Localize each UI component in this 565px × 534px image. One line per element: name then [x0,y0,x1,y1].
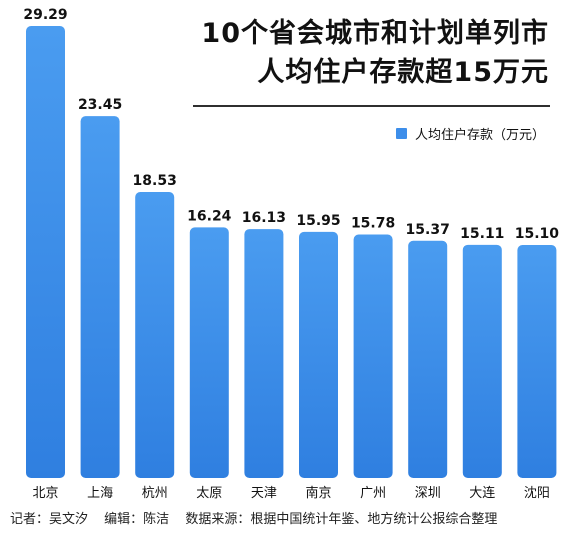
legend: 人均住户存款（万元） [395,124,545,143]
bar-3 [189,227,229,478]
bar-9 [517,244,557,478]
value-label-1: 23.45 [78,97,122,113]
category-label-8: 大连 [469,485,495,501]
category-label-3: 太原 [196,486,222,501]
legend-label: 人均住户存款（万元） [414,128,545,143]
value-label-3: 16.24 [187,208,232,224]
footer-reporter: 记者：吴文汐 [10,512,89,527]
title-line-2: 人均住户存款超15万元 [257,57,549,88]
category-label-7: 深圳 [415,486,441,501]
title-line-1: 10个省会城市和计划单列市 [201,18,549,49]
category-label-0: 北京 [32,486,58,501]
category-label-4: 天津 [251,486,277,501]
category-label-1: 上海 [87,486,113,501]
footer: 记者：吴文汐 编辑：陈洁 数据来源：根据中国统计年鉴、地方统计公报综合整理 [10,508,509,527]
bars [26,26,557,478]
value-label-0: 29.29 [23,7,67,23]
value-label-5: 15.95 [296,213,340,229]
value-label-4: 16.13 [242,210,286,226]
bar-5 [299,231,338,478]
bar-8 [462,244,502,478]
bar-4 [244,229,284,478]
title-divider [193,105,550,107]
footer-source: 数据来源：根据中国统计年鉴、地方统计公报综合整理 [185,512,498,527]
bar-1 [80,116,120,478]
chart-title: 10个省会城市和计划单列市 人均住户存款超15万元 [149,14,549,92]
footer-editor: 编辑：陈洁 [104,512,170,527]
value-label-2: 18.53 [133,173,177,189]
value-label-6: 15.78 [351,215,395,231]
bar-2 [135,192,175,478]
category-label-5: 南京 [305,485,331,501]
legend-swatch [395,128,407,139]
category-label-2: 杭州 [142,486,168,501]
value-label-7: 15.37 [406,222,450,238]
category-labels: 北京 上海 杭州 太原 天津 南京 广州 深圳 大连 沈阳 [32,485,549,501]
category-label-9: 沈阳 [524,486,550,501]
category-label-6: 广州 [360,486,386,501]
bar-6 [353,234,393,478]
bar-7 [408,240,448,478]
bar-0 [26,26,65,478]
value-labels: 29.29 23.45 18.53 16.24 16.13 15.95 15.78 15.37… [23,7,559,242]
value-label-9: 15.10 [515,226,560,242]
value-label-8: 15.11 [460,226,504,242]
